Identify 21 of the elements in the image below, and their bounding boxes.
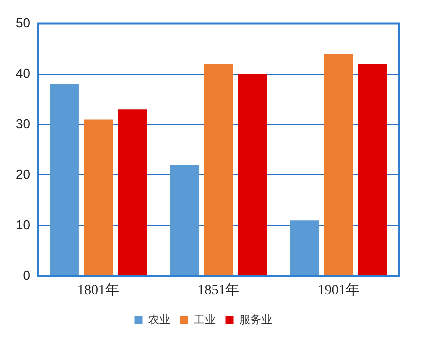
bar (238, 74, 268, 276)
legend-label: 农业 (148, 314, 170, 327)
y-tick-label: 20 (16, 166, 30, 182)
bar (204, 64, 234, 276)
bar (324, 54, 354, 276)
y-tick-label: 0 (23, 268, 30, 283)
bar (170, 165, 200, 276)
bar (50, 84, 79, 276)
y-tick-label: 50 (16, 15, 30, 30)
y-tick-label: 30 (16, 116, 30, 132)
y-tick-label: 40 (16, 66, 30, 81)
y-tick-label: 10 (16, 217, 30, 232)
x-tick-label: 1851年 (198, 282, 240, 298)
x-tick-label: 1901年 (318, 282, 360, 298)
bar (358, 64, 388, 276)
bar (118, 110, 148, 276)
bar (290, 220, 320, 276)
x-tick-label: 1801年 (78, 282, 120, 298)
legend-label: 工业 (194, 314, 216, 327)
legend-label: 服务业 (239, 314, 272, 327)
bar (84, 120, 114, 276)
